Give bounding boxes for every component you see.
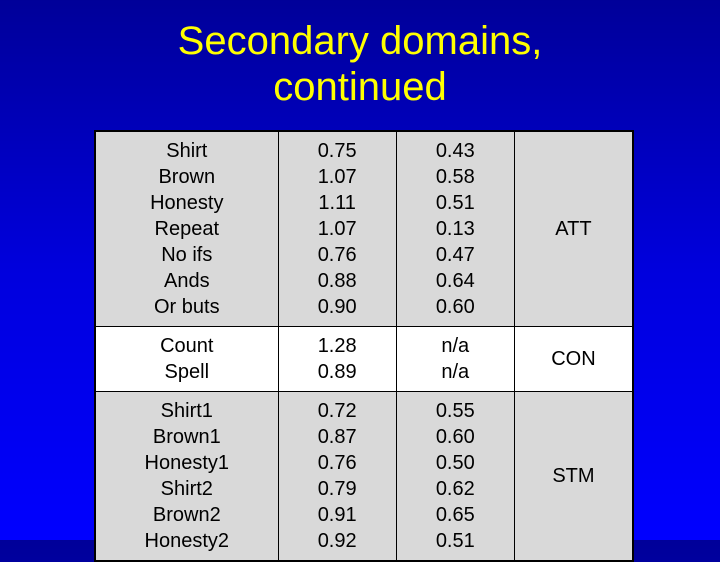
value2: 0.62 [397,476,514,502]
data-table: ShirtBrownHonestyRepeatNo ifsAndsOr buts… [95,131,633,561]
value1: 0.72 [279,398,396,424]
item-label: Brown1 [96,424,278,450]
title-line-2: continued [273,65,446,109]
item-label: Repeat [96,216,278,242]
value2: 0.13 [397,216,514,242]
value1-cell: 0.720.870.760.790.910.92 [278,392,396,561]
category-cell: ATT [514,132,632,327]
value2: 0.43 [397,138,514,164]
value2: n/a [397,359,514,385]
value2: 0.51 [397,528,514,554]
value2: 0.60 [397,294,514,320]
item-label: Honesty2 [96,528,278,554]
value2: n/a [397,333,514,359]
item-label: Honesty [96,190,278,216]
items-cell: Shirt1Brown1Honesty1Shirt2Brown2Honesty2 [96,392,279,561]
value2: 0.65 [397,502,514,528]
table-row: CountSpell1.280.89n/an/aCON [96,327,633,392]
value1: 0.92 [279,528,396,554]
value2-cell: 0.550.600.500.620.650.51 [396,392,514,561]
item-label: Shirt2 [96,476,278,502]
value1: 0.91 [279,502,396,528]
table-row: Shirt1Brown1Honesty1Shirt2Brown2Honesty2… [96,392,633,561]
item-label: Brown [96,164,278,190]
value1: 1.07 [279,216,396,242]
value2: 0.55 [397,398,514,424]
value1: 0.76 [279,450,396,476]
value1-cell: 0.751.071.111.070.760.880.90 [278,132,396,327]
value2: 0.47 [397,242,514,268]
category-cell: STM [514,392,632,561]
value2: 0.51 [397,190,514,216]
item-label: Spell [96,359,278,385]
item-label: Shirt [96,138,278,164]
value1: 1.11 [279,190,396,216]
value1: 0.87 [279,424,396,450]
value1: 0.75 [279,138,396,164]
value1: 1.28 [279,333,396,359]
value2: 0.50 [397,450,514,476]
title-line-1: Secondary domains, [178,19,543,63]
value1: 0.89 [279,359,396,385]
value2: 0.60 [397,424,514,450]
value2: 0.64 [397,268,514,294]
item-label: Count [96,333,278,359]
value1: 0.79 [279,476,396,502]
slide-title: Secondary domains, continued [0,0,720,110]
item-label: Ands [96,268,278,294]
item-label: Honesty1 [96,450,278,476]
value1: 0.76 [279,242,396,268]
item-label: Or buts [96,294,278,320]
category-cell: CON [514,327,632,392]
item-label: No ifs [96,242,278,268]
table-row: ShirtBrownHonestyRepeatNo ifsAndsOr buts… [96,132,633,327]
items-cell: ShirtBrownHonestyRepeatNo ifsAndsOr buts [96,132,279,327]
items-cell: CountSpell [96,327,279,392]
data-table-container: ShirtBrownHonestyRepeatNo ifsAndsOr buts… [94,130,634,562]
item-label: Brown2 [96,502,278,528]
value1: 0.90 [279,294,396,320]
value2: 0.58 [397,164,514,190]
value1-cell: 1.280.89 [278,327,396,392]
item-label: Shirt1 [96,398,278,424]
value1: 0.88 [279,268,396,294]
value2-cell: 0.430.580.510.130.470.640.60 [396,132,514,327]
value2-cell: n/an/a [396,327,514,392]
value1: 1.07 [279,164,396,190]
